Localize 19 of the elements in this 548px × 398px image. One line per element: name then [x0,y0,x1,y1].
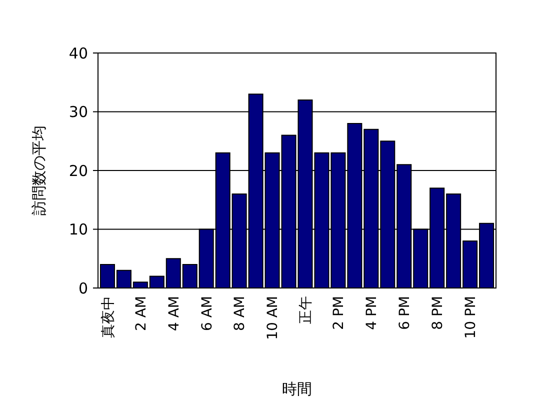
x-axis-title: 時間 [282,380,312,398]
x-tick-label: 真夜中 [100,296,116,338]
x-tick-label: 2 PM [331,296,348,330]
x-tick-label: 2 AM [133,296,150,332]
x-tick-label: 4 PM [364,296,380,330]
y-tick-label: 0 [78,279,88,298]
y-tick-label: 40 [68,44,88,62]
x-tick-label: 4 AM [166,296,182,332]
x-tick-label: 6 AM [199,296,216,332]
x-tick-label: 8 AM [232,296,248,332]
x-tick-label: 10 AM [265,296,282,340]
y-tick-label: 30 [68,103,88,121]
y-tick-label: 10 [68,220,88,238]
x-tick-label: 正午 [298,296,314,324]
y-tick-label: 20 [68,162,88,180]
x-tick-label: 10 PM [462,296,479,339]
y-axis-title: 訪問数の平均 [30,126,48,216]
x-tick-label: 8 PM [430,296,446,330]
x-tick-label: 6 PM [397,296,414,330]
